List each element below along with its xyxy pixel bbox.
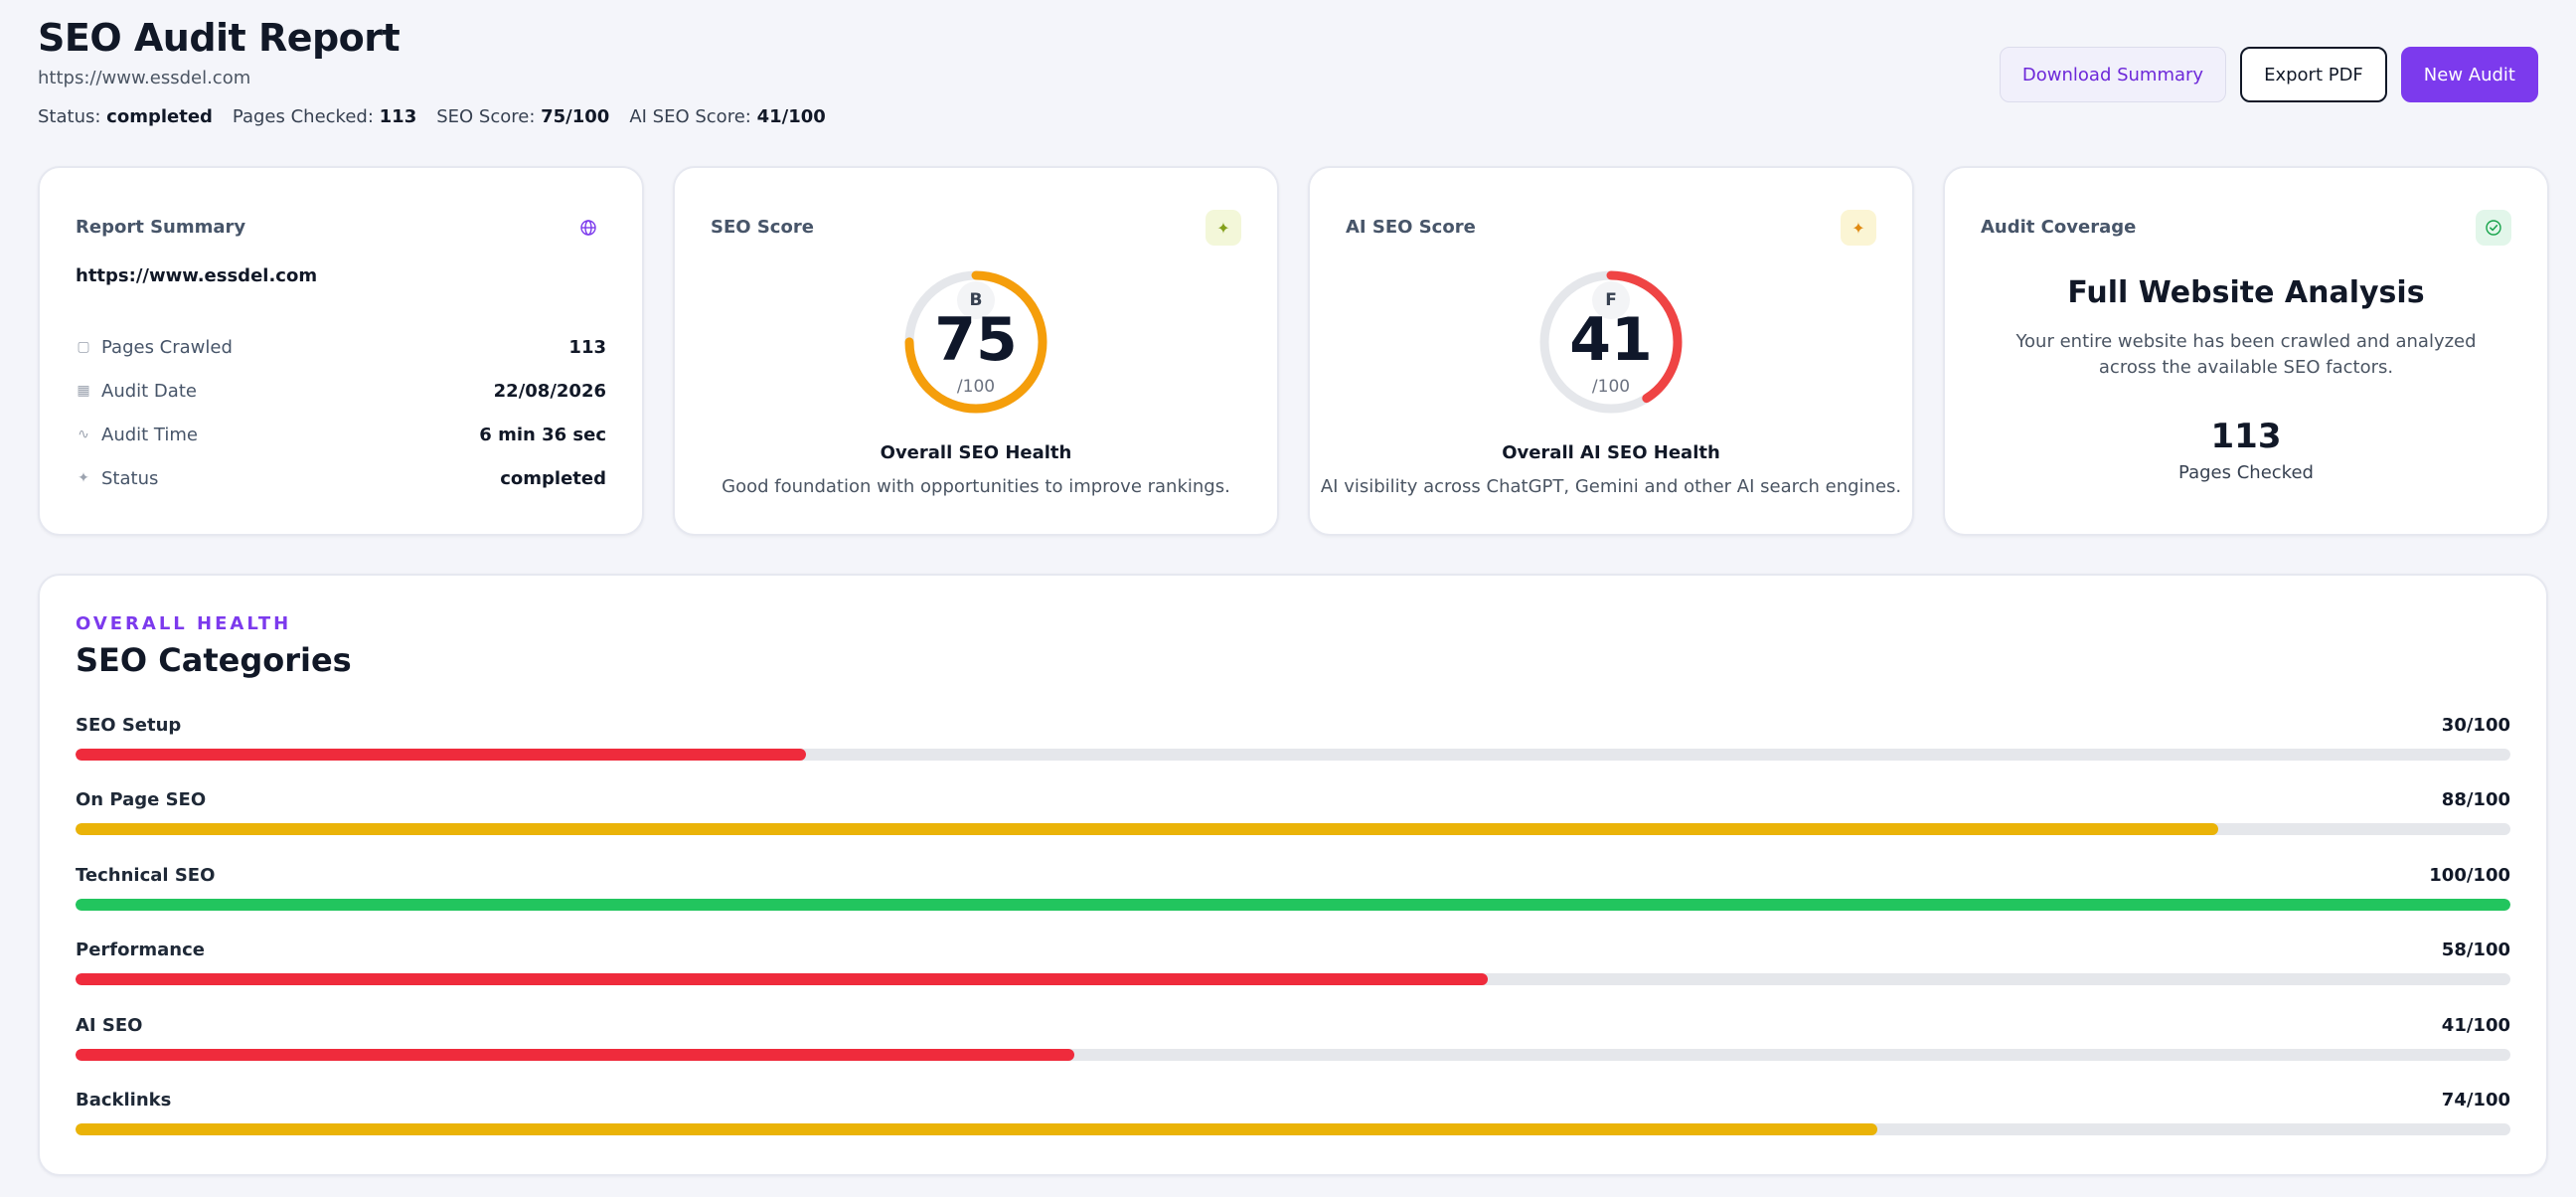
category-row: Technical SEO 100/100: [76, 865, 2510, 940]
category-score: 58/100: [2441, 940, 2510, 961]
progress-track: [76, 1122, 2510, 1135]
card-title: SEO Score: [711, 217, 814, 238]
card-title: Report Summary: [76, 217, 246, 238]
card-header: AI SEO Score ✦: [1346, 210, 1876, 246]
summary-value: 6 min 36 sec: [479, 424, 606, 445]
report-summary-card: Report Summary https://www.essdel.com ▢ P…: [38, 166, 644, 536]
category-row: Backlinks 74/100: [76, 1090, 2510, 1164]
summary-value: 22/08/2026: [493, 380, 606, 402]
health-title: Overall SEO Health: [880, 442, 1072, 463]
grade-badge: B: [957, 281, 995, 319]
progress-track: [76, 823, 2510, 836]
header-actions: Download Summary Export PDF New Audit: [1999, 47, 2538, 102]
progress-fill: [76, 823, 2218, 836]
sparkle-icon: ✦: [1841, 210, 1876, 246]
score-denominator: /100: [1591, 377, 1631, 397]
coverage-count-label: Pages Checked: [2178, 462, 2314, 483]
summary-row-status: ✦ Status completed: [76, 456, 606, 500]
card-header: Audit Coverage: [1981, 210, 2511, 246]
category-row: SEO Setup 30/100: [76, 715, 2510, 789]
meta-ai-seo-score: AI SEO Score: 41/100: [629, 106, 826, 127]
category-list: SEO Setup 30/100 On Page SEO 88/100 Tech…: [76, 715, 2510, 1164]
gauge-ring: [904, 270, 1047, 414]
section-title: SEO Categories: [76, 641, 352, 679]
meta-seo-score: SEO Score: 75/100: [436, 106, 610, 127]
category-score: 88/100: [2441, 789, 2510, 811]
category-score: 100/100: [2429, 864, 2510, 886]
coverage-count: 113: [2210, 417, 2282, 456]
grade-badge: F: [1592, 281, 1630, 319]
ai-seo-score-card: AI SEO Score ✦ F 41 /100 Overall AI SEO …: [1308, 166, 1914, 536]
category-row: AI SEO 41/100: [76, 1015, 2510, 1090]
category-name: Backlinks: [76, 1089, 172, 1111]
meta-pages-checked: Pages Checked: 113: [232, 106, 417, 127]
sparkle-icon: ✦: [1206, 210, 1241, 246]
download-summary-button[interactable]: Download Summary: [1999, 47, 2227, 102]
category-row: On Page SEO 88/100: [76, 789, 2510, 864]
progress-track: [76, 1048, 2510, 1061]
progress-track: [76, 898, 2510, 911]
new-audit-button[interactable]: New Audit: [2400, 47, 2538, 102]
category-score: 41/100: [2441, 1014, 2510, 1036]
category-name: Technical SEO: [76, 864, 216, 886]
calendar-icon: ▦: [77, 383, 90, 399]
progress-fill: [76, 1048, 1074, 1061]
category-row: Performance 58/100: [76, 940, 2510, 1014]
audit-meta: Status: completed Pages Checked: 113 SEO…: [38, 106, 2538, 127]
meta-status: Status: completed: [38, 106, 213, 127]
summary-row-audit-time: ∿ Audit Time 6 min 36 sec: [76, 413, 606, 456]
seo-categories-panel: OVERALL HEALTH SEO Categories SEO Setup …: [38, 574, 2548, 1176]
export-pdf-button[interactable]: Export PDF: [2240, 47, 2387, 102]
page-header: SEO Audit Report https://www.essdel.com …: [38, 14, 2538, 143]
category-name: Performance: [76, 940, 205, 961]
summary-url: https://www.essdel.com: [76, 265, 318, 286]
health-title: Overall AI SEO Health: [1502, 442, 1720, 463]
health-description: Good foundation with opportunities to im…: [722, 476, 1230, 497]
progress-fill: [76, 749, 806, 761]
progress-track: [76, 749, 2510, 761]
coverage-heading: Full Website Analysis: [2067, 275, 2425, 310]
category-score: 30/100: [2441, 715, 2510, 736]
card-header: Report Summary: [76, 210, 606, 246]
progress-fill: [76, 1122, 1877, 1135]
gauge-ring: [1539, 270, 1683, 414]
check-circle-icon: [2476, 210, 2511, 246]
score-denominator: /100: [956, 377, 996, 397]
site-url: https://www.essdel.com: [38, 68, 251, 88]
summary-value: 113: [568, 336, 606, 358]
score-value: 41: [1569, 305, 1653, 375]
summary-value: completed: [500, 467, 606, 489]
file-icon: ▢: [77, 339, 90, 355]
progress-track: [76, 973, 2510, 986]
score-value: 75: [934, 305, 1018, 375]
summary-row-pages-crawled: ▢ Pages Crawled 113: [77, 336, 606, 358]
section-eyebrow: OVERALL HEALTH: [76, 613, 292, 634]
health-description: AI visibility across ChatGPT, Gemini and…: [1320, 476, 1902, 497]
sparkle-icon: ✦: [78, 470, 89, 486]
category-name: On Page SEO: [76, 789, 207, 811]
summary-row-audit-date: ▦ Audit Date 22/08/2026: [77, 380, 606, 402]
card-title: AI SEO Score: [1346, 217, 1476, 238]
card-header: SEO Score ✦: [711, 210, 1241, 246]
page-title: SEO Audit Report: [38, 16, 401, 60]
ai-seo-score-gauge: F 41 /100: [1536, 267, 1686, 417]
summary-list: ▢ Pages Crawled 113 ▦ Audit Date 22/08/202…: [76, 325, 606, 500]
progress-fill: [76, 898, 2510, 911]
progress-fill: [76, 973, 1488, 986]
coverage-description: Your entire website has been crawled and…: [2015, 331, 2477, 378]
audit-coverage-card: Audit Coverage Full Website Analysis You…: [1943, 166, 2549, 536]
globe-icon: [570, 210, 606, 246]
category-score: 74/100: [2441, 1089, 2510, 1111]
seo-score-card: SEO Score ✦ B 75 /100 Overall SEO Health…: [673, 166, 1279, 536]
activity-icon: ∿: [78, 427, 89, 442]
seo-score-gauge: B 75 /100: [901, 267, 1050, 417]
card-title: Audit Coverage: [1981, 217, 2137, 238]
category-name: SEO Setup: [76, 715, 182, 736]
category-name: AI SEO: [76, 1014, 143, 1036]
